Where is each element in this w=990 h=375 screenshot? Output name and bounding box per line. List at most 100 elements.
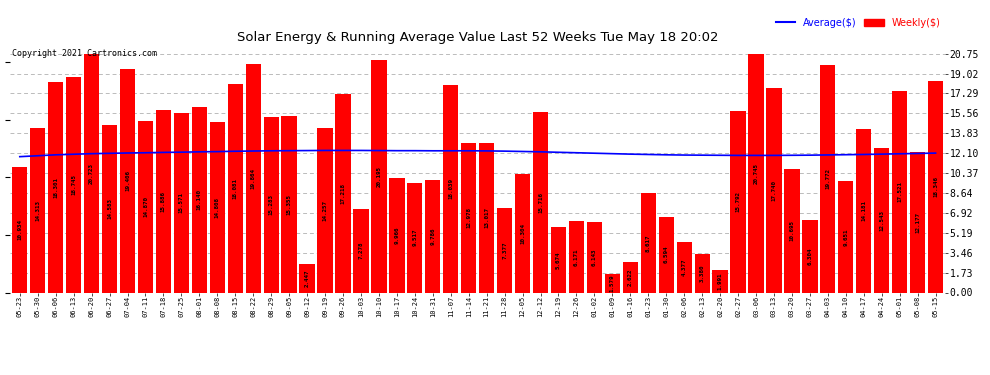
Bar [281,116,297,292]
Bar [102,124,117,292]
Text: 14.583: 14.583 [107,198,112,219]
Bar [49,82,63,292]
Bar [353,209,368,292]
Text: 7.377: 7.377 [502,241,507,259]
Text: 12.543: 12.543 [879,210,884,231]
Bar [605,274,620,292]
Text: 10.934: 10.934 [17,219,23,240]
Bar [623,262,638,292]
Bar [856,129,871,292]
Bar [910,152,926,292]
Text: 19.864: 19.864 [250,168,255,189]
Bar [318,128,333,292]
Bar [892,91,907,292]
Text: 20.745: 20.745 [753,163,758,184]
Text: 14.313: 14.313 [36,200,41,220]
Bar [766,88,781,292]
Bar [533,112,548,292]
Text: 14.870: 14.870 [143,196,148,217]
Text: 2.622: 2.622 [628,268,633,286]
Bar [641,193,656,292]
Bar [928,81,943,292]
Text: 9.786: 9.786 [431,227,436,245]
Bar [515,174,531,292]
Text: Copyright 2021 Cartronics.com: Copyright 2021 Cartronics.com [12,49,156,58]
Text: 18.301: 18.301 [53,177,58,198]
Bar [461,143,476,292]
Text: 15.716: 15.716 [538,192,544,213]
Text: 18.039: 18.039 [448,178,453,199]
Text: 6.171: 6.171 [574,248,579,266]
Text: 7.278: 7.278 [358,242,363,260]
Bar [246,64,260,292]
Text: 10.304: 10.304 [520,223,525,244]
Text: 16.140: 16.140 [197,189,202,210]
Legend: Average($), Weekly($): Average($), Weekly($) [776,18,940,28]
Bar [174,113,189,292]
Text: 18.081: 18.081 [233,178,238,199]
Text: 15.283: 15.283 [268,194,273,215]
Title: Solar Energy & Running Average Value Last 52 Weeks Tue May 18 20:02: Solar Energy & Running Average Value Las… [237,31,719,44]
Bar [84,54,99,292]
Bar [192,107,207,292]
Bar [676,242,692,292]
Bar [731,111,745,292]
Bar [658,217,674,292]
Bar [479,142,494,292]
Bar [784,170,800,292]
Bar [120,69,136,292]
Text: 17.521: 17.521 [897,181,902,202]
Text: 6.143: 6.143 [592,248,597,266]
Text: 13.017: 13.017 [484,207,489,228]
Text: 15.571: 15.571 [179,192,184,213]
Bar [299,264,315,292]
Bar [30,128,46,292]
Bar [713,270,728,292]
Text: 4.377: 4.377 [682,258,687,276]
Bar [336,94,350,292]
Text: 18.745: 18.745 [71,174,76,195]
Text: 3.380: 3.380 [700,264,705,282]
Bar [138,122,153,292]
Text: 6.594: 6.594 [663,246,668,263]
Bar [550,227,566,292]
Text: 9.651: 9.651 [843,228,848,246]
Text: 12.177: 12.177 [915,212,920,233]
Text: 1.579: 1.579 [610,274,615,292]
Bar [210,122,225,292]
Bar [12,166,28,292]
Text: 19.772: 19.772 [826,168,831,189]
Text: 15.792: 15.792 [736,191,741,212]
Bar [407,183,423,292]
Bar [444,85,458,292]
Text: 6.304: 6.304 [808,248,813,265]
Bar [695,254,710,292]
Bar [874,148,889,292]
Text: 17.740: 17.740 [771,180,776,201]
Bar [839,182,853,292]
Text: 10.695: 10.695 [789,220,794,242]
Text: 17.218: 17.218 [341,183,346,204]
Bar [228,84,243,292]
Text: 15.886: 15.886 [161,190,166,211]
Bar [155,110,171,292]
Text: 20.195: 20.195 [376,166,381,187]
Text: 20.723: 20.723 [89,163,94,184]
Bar [263,117,279,292]
Text: 14.808: 14.808 [215,197,220,218]
Bar [802,220,818,292]
Bar [66,77,81,292]
Bar [425,180,441,292]
Bar [389,178,405,292]
Bar [371,60,386,292]
Bar [497,208,512,292]
Text: 14.181: 14.181 [861,200,866,221]
Text: 1.991: 1.991 [718,272,723,290]
Bar [569,222,584,292]
Bar [748,54,763,292]
Bar [587,222,602,292]
Text: 19.406: 19.406 [125,170,130,191]
Bar [820,65,836,292]
Text: 15.355: 15.355 [287,194,292,214]
Text: 9.517: 9.517 [412,229,418,246]
